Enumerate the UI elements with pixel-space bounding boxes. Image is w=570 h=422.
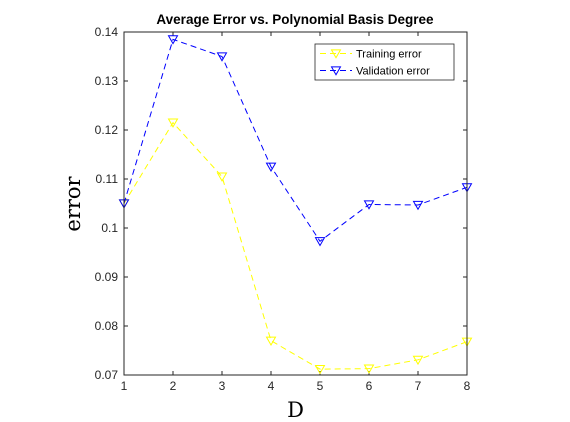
- x-tick-label: 1: [121, 379, 128, 393]
- data-point: [265, 162, 277, 173]
- legend-entry: Validation error: [320, 66, 430, 78]
- y-tick-label: 0.08: [95, 319, 119, 333]
- data-point: [265, 336, 277, 346]
- y-tick-label: 0.1: [101, 221, 118, 235]
- x-axis-label: D: [287, 398, 304, 422]
- data-point: [363, 364, 375, 374]
- data-point: [167, 35, 179, 45]
- legend-marker: [330, 49, 342, 59]
- plot-frame: [123, 31, 468, 376]
- legend-entry: Training error: [320, 49, 422, 61]
- series-2: [118, 35, 473, 247]
- y-tick-label: 0.13: [95, 74, 119, 88]
- x-tick-label: 7: [415, 379, 422, 393]
- legend-marker: [330, 66, 342, 76]
- plot-area: [124, 32, 467, 375]
- legend: Training error Validation error: [314, 43, 455, 81]
- y-tick-label: 0.09: [95, 270, 119, 284]
- series-line: [123, 121, 468, 370]
- x-tick-label: 3: [219, 379, 226, 393]
- x-tick-label: 2: [170, 379, 177, 393]
- y-axis: 0.07 0.08 0.09 0.1 0.11 0.12 0.13 0.14: [95, 25, 467, 382]
- data-point: [412, 200, 424, 211]
- x-axis: 1 2 3 4 5 6 7 8: [121, 32, 471, 393]
- chart-title: Average Error vs. Polynomial Basis Degre…: [156, 12, 434, 27]
- data-point: [314, 237, 326, 247]
- y-tick-label: 0.12: [95, 123, 119, 137]
- y-tick-label: 0.07: [95, 368, 119, 382]
- y-tick-label: 0.14: [95, 25, 119, 39]
- data-point: [314, 365, 326, 375]
- y-tick-label: 0.11: [96, 172, 119, 186]
- data-point: [412, 355, 424, 366]
- x-tick-label: 5: [317, 379, 324, 393]
- y-axis-label: error: [61, 175, 85, 231]
- series-line: [123, 38, 468, 242]
- legend-label: Validation error: [356, 66, 430, 78]
- series-layer: [118, 35, 473, 375]
- x-tick-label: 8: [464, 379, 471, 393]
- data-point: [216, 52, 228, 62]
- data-point: [216, 172, 228, 182]
- data-point: [363, 200, 375, 210]
- data-point: [167, 118, 179, 128]
- x-tick-label: 6: [366, 379, 373, 393]
- legend-label: Training error: [356, 49, 422, 61]
- x-tick-label: 4: [268, 379, 275, 393]
